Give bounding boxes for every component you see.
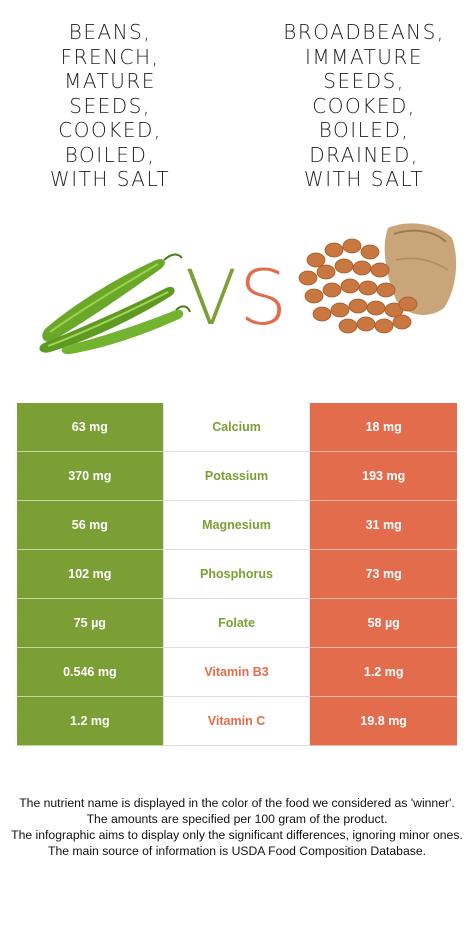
vs-v-letter: V [185, 256, 237, 336]
left-value: 75 µg [17, 599, 163, 648]
left-value: 370 mg [17, 452, 163, 501]
footer-line: The nutrient name is displayed in the co… [19, 796, 455, 810]
left-value: 63 mg [17, 403, 163, 452]
nutrient-name: Folate [162, 599, 311, 648]
nutrient-name: Calcium [162, 403, 311, 452]
nutrient-name: Magnesium [162, 501, 311, 550]
right-value: 1.2 mg [310, 648, 458, 697]
nutrient-name: Potassium [162, 452, 311, 501]
broad-beans-image [298, 223, 457, 334]
left-value: 0.546 mg [17, 648, 163, 697]
left-value: 1.2 mg [17, 697, 163, 746]
table-row: 56 mg Magnesium 31 mg [17, 501, 458, 550]
sack-icon [384, 223, 457, 315]
vs-s-letter: S [239, 256, 287, 336]
green-bean-pods-image [39, 253, 191, 355]
footer-line: The amounts are specified per 100 gram o… [86, 812, 388, 826]
footer-line: The infographic aims to display only the… [11, 828, 463, 842]
left-food-title: Beans, French, mature seeds, cooked, boi… [49, 20, 171, 191]
right-food-title: Broadbeans, immature seeds, cooked, boil… [283, 20, 445, 191]
right-value: 193 mg [310, 452, 458, 501]
right-value: 18 mg [310, 403, 458, 452]
table-row: 0.546 mg Vitamin B3 1.2 mg [17, 648, 458, 697]
left-value: 102 mg [17, 550, 163, 599]
beans-pile [298, 238, 418, 334]
table-row: 102 mg Phosphorus 73 mg [17, 550, 458, 599]
table-row: 370 mg Potassium 193 mg [17, 452, 458, 501]
footer-line: The main source of information is USDA F… [48, 844, 426, 858]
right-value: 73 mg [310, 550, 458, 599]
table-row: 63 mg Calcium 18 mg [17, 403, 458, 452]
bean-pod [39, 286, 175, 353]
nutrient-name: Phosphorus [162, 550, 311, 599]
right-value: 19.8 mg [310, 697, 458, 746]
bean-pod [61, 309, 184, 355]
right-value: 31 mg [310, 501, 458, 550]
table-row: 1.2 mg Vitamin C 19.8 mg [17, 697, 458, 746]
left-value: 56 mg [17, 501, 163, 550]
table-row: 75 µg Folate 58 µg [17, 599, 458, 648]
right-value: 58 µg [310, 599, 458, 648]
comparison-table: 63 mg Calcium 18 mg 370 mg Potassium 193… [17, 403, 458, 746]
nutrient-name: Vitamin C [162, 697, 311, 746]
nutrient-name: Vitamin B3 [162, 648, 311, 697]
bean-pod [42, 259, 165, 342]
footer-notes: The nutrient name is displayed in the co… [10, 795, 464, 859]
vs-label: V S [185, 256, 287, 336]
